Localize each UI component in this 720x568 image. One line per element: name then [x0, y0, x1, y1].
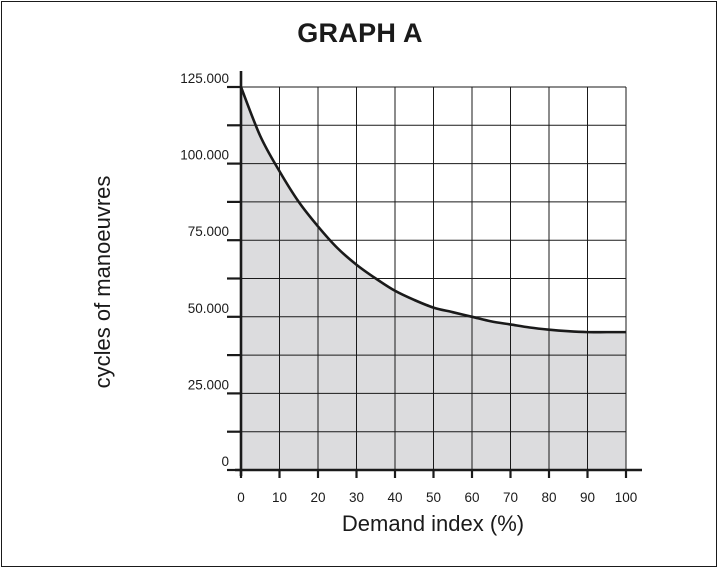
- y-tick-label: 50.000: [188, 301, 229, 316]
- x-tick-label: 90: [580, 490, 595, 505]
- x-tick-label: 60: [464, 490, 479, 505]
- y-tick-label: 125.000: [180, 71, 229, 86]
- x-tick-label: 100: [615, 490, 638, 505]
- x-tick-label: 70: [503, 490, 518, 505]
- x-tick-label: 20: [310, 490, 325, 505]
- y-tick-label: 25.000: [188, 377, 229, 392]
- x-axis-label: Demand index (%): [341, 511, 525, 536]
- x-tick-label: 30: [349, 490, 364, 505]
- y-tick-label: 0: [221, 454, 229, 469]
- x-tick-label: 80: [541, 490, 556, 505]
- x-tick-label: 0: [237, 490, 245, 505]
- x-tick-label: 50: [426, 490, 441, 505]
- y-tick-label: 100.000: [180, 148, 229, 163]
- chart-title: GRAPH A: [297, 18, 423, 48]
- series-line: [239, 86, 626, 334]
- area-fill: [241, 87, 626, 470]
- x-tick-label: 40: [387, 490, 402, 505]
- x-tick-label: 10: [272, 490, 287, 505]
- y-tick-label: 75.000: [188, 224, 229, 239]
